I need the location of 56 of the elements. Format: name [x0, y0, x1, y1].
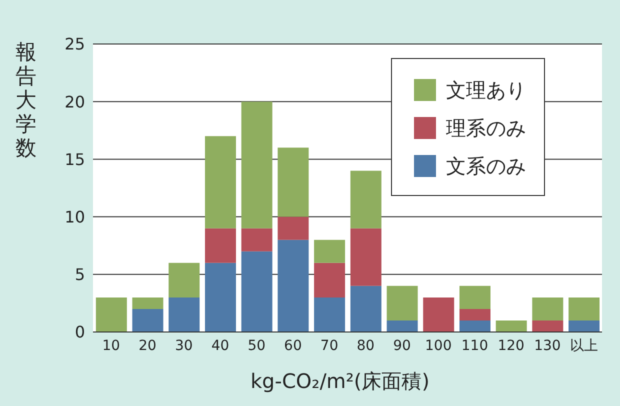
legend-label: 文系のみ	[446, 152, 526, 180]
bar	[204, 262, 236, 332]
bar	[350, 228, 382, 286]
y-tick-label: 20	[64, 92, 85, 112]
bar	[314, 240, 346, 263]
y-tick-label: 10	[64, 207, 85, 226]
x-tick-label: 60	[284, 338, 302, 354]
y-tick-label: 25	[64, 34, 85, 54]
x-tick-label: 以上	[570, 338, 598, 354]
bar	[459, 308, 490, 320]
x-tick-label: 70	[320, 338, 338, 354]
bar	[386, 320, 418, 332]
x-tick-label: 100	[425, 338, 452, 354]
bar	[278, 240, 309, 332]
bar	[168, 297, 200, 332]
x-axis-title: kg-CO₂/m²(床面積)	[249, 368, 431, 395]
bar	[568, 297, 600, 320]
bar	[278, 216, 309, 240]
bar	[96, 297, 127, 332]
bar	[532, 320, 564, 332]
bar	[132, 308, 164, 332]
x-tick-label: 130	[534, 338, 561, 354]
bar	[459, 286, 490, 309]
bar	[568, 320, 600, 332]
y-axis-title: 報告大学数	[14, 40, 38, 160]
bar	[386, 286, 418, 320]
bar	[496, 320, 527, 332]
x-tick-label: 30	[174, 338, 193, 354]
bar	[204, 228, 236, 263]
bar	[459, 320, 490, 332]
x-tick-label: 110	[461, 338, 488, 354]
x-tick-label: 20	[138, 338, 156, 354]
bar	[241, 251, 272, 332]
legend-label: 理系のみ	[446, 114, 526, 142]
bar	[278, 148, 309, 217]
bar	[204, 136, 236, 228]
bar	[532, 297, 564, 320]
bar	[350, 286, 382, 332]
bar	[168, 262, 200, 298]
x-tick-label: 80	[356, 338, 375, 354]
bar	[423, 297, 454, 332]
x-tick-label: 90	[393, 338, 411, 354]
bar	[241, 228, 272, 252]
bar	[314, 297, 346, 332]
bar	[350, 170, 382, 228]
y-tick-label: 0	[74, 322, 85, 342]
x-tick-label: 10	[102, 338, 120, 354]
bar	[241, 102, 272, 228]
bar	[132, 297, 164, 309]
x-tick-label: 40	[211, 338, 230, 354]
x-tick-label: 50	[248, 338, 266, 354]
y-tick-label: 5	[74, 265, 85, 284]
x-tick-label: 120	[498, 338, 524, 354]
y-tick-label: 15	[64, 150, 85, 169]
bar	[314, 262, 346, 298]
legend-label: 文理あり	[446, 76, 526, 104]
